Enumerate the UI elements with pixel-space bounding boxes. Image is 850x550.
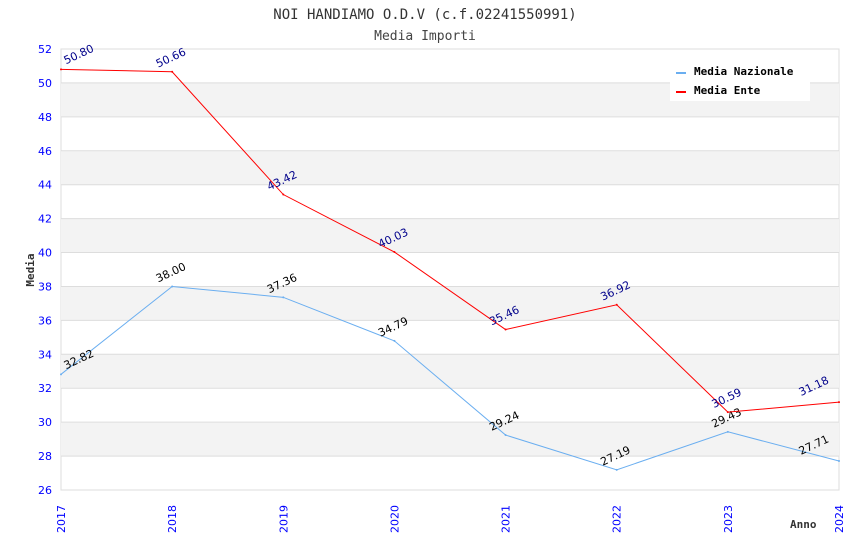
x-axis-label: Anno xyxy=(790,518,817,531)
y-axis-label: Media xyxy=(24,253,37,286)
data-point xyxy=(60,373,62,376)
grid-band xyxy=(61,354,839,389)
x-tick-label: 2024 xyxy=(833,505,846,533)
x-tick-label: 2019 xyxy=(277,505,290,533)
plot-area xyxy=(60,48,840,491)
x-tick-label: 2020 xyxy=(388,505,401,533)
legend-swatch-ente xyxy=(676,91,686,93)
x-tick-label: 2022 xyxy=(611,505,624,533)
x-tick-label: 2018 xyxy=(166,505,179,533)
data-point xyxy=(615,303,618,306)
grid-band xyxy=(61,218,839,253)
y-tick-label: 40 xyxy=(38,247,52,260)
x-tick-label: 2023 xyxy=(722,505,735,533)
data-point xyxy=(615,468,618,471)
series-line-nazionale xyxy=(60,285,840,471)
y-tick-label: 52 xyxy=(38,43,52,56)
data-point xyxy=(726,411,729,414)
data-point xyxy=(504,434,507,437)
data-point xyxy=(838,401,840,404)
y-tick-label: 46 xyxy=(38,145,52,158)
y-tick-label: 28 xyxy=(38,450,52,463)
legend: Media Nazionale Media Ente xyxy=(670,57,810,101)
data-point xyxy=(393,251,396,254)
y-tick-label: 36 xyxy=(38,314,52,327)
grid-band xyxy=(61,150,839,185)
data-point xyxy=(171,285,174,288)
chart-subtitle: Media Importi xyxy=(374,29,476,44)
y-tick-label: 30 xyxy=(38,416,52,429)
y-tick-label: 50 xyxy=(38,77,52,90)
legend-swatch-nazionale xyxy=(676,72,686,74)
data-point xyxy=(504,328,507,331)
legend-nazionale: Media Nazionale xyxy=(694,65,794,78)
data-point xyxy=(393,339,396,342)
y-tick-label: 26 xyxy=(38,484,52,497)
data-point xyxy=(282,193,285,196)
data-point xyxy=(171,70,174,73)
x-tick-label: 2017 xyxy=(55,505,68,533)
data-point xyxy=(282,296,285,299)
data-point xyxy=(838,459,840,462)
x-tick-label: 2021 xyxy=(500,505,513,533)
y-tick-label: 48 xyxy=(38,111,52,124)
series-line-ente xyxy=(60,68,840,413)
y-tick-label: 42 xyxy=(38,213,52,226)
data-point xyxy=(726,430,729,433)
y-tick-label: 44 xyxy=(38,179,52,192)
legend-ente: Media Ente xyxy=(694,84,761,97)
grid-band xyxy=(61,422,839,457)
chart-title: NOI HANDIAMO O.D.V (c.f.02241550991) xyxy=(273,7,576,23)
y-tick-label: 34 xyxy=(38,348,52,361)
grid-band xyxy=(61,286,839,321)
data-point xyxy=(60,68,62,71)
y-tick-label: 32 xyxy=(38,382,52,395)
y-tick-label: 38 xyxy=(38,280,52,293)
